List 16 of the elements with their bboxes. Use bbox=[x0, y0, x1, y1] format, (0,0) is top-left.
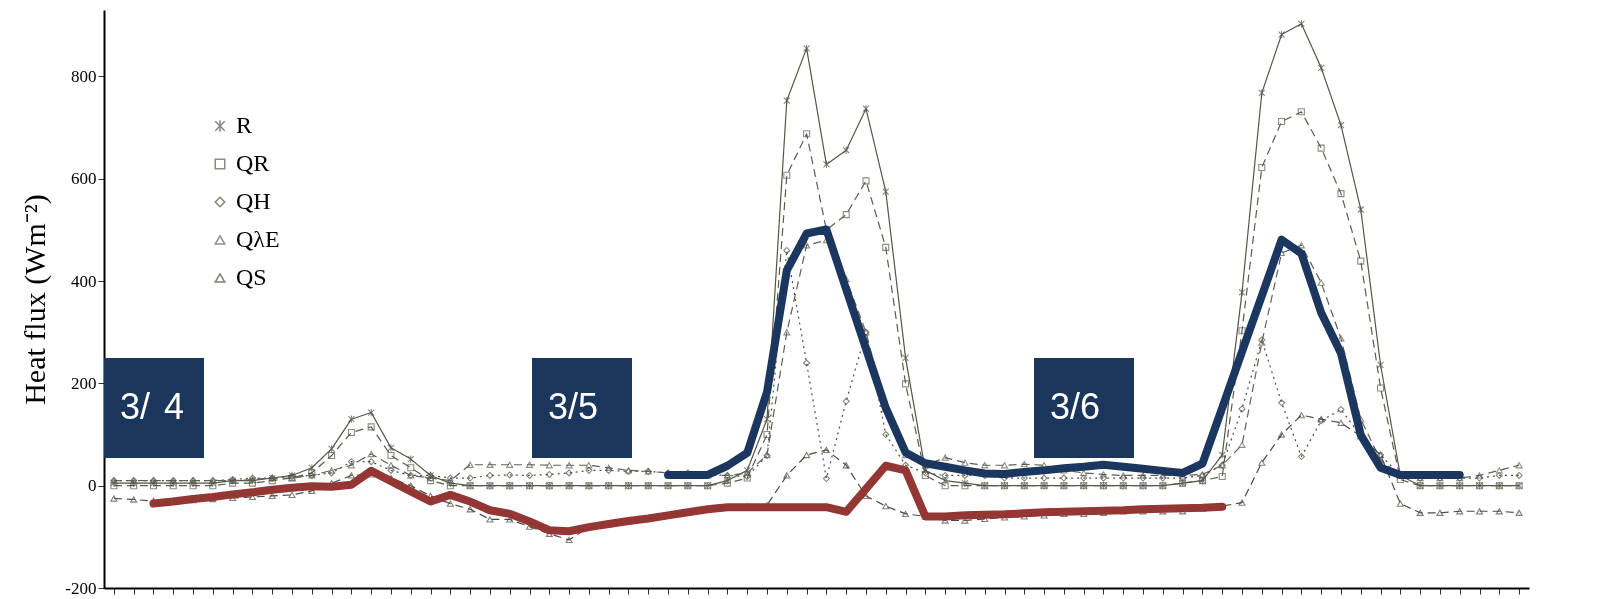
y-tick-label: 600 bbox=[71, 169, 97, 189]
legend-label: R bbox=[236, 112, 253, 138]
annotation: 3/5 bbox=[548, 386, 599, 427]
legend-label: QS bbox=[236, 264, 267, 290]
y-tick-label: 0 bbox=[88, 476, 97, 496]
legend-label: QλE bbox=[236, 226, 280, 252]
y-tick-label: 800 bbox=[71, 67, 97, 86]
y-tick-label: 400 bbox=[71, 271, 97, 291]
annotation: 3/ bbox=[120, 386, 151, 427]
annotation: 4 bbox=[164, 386, 185, 427]
legend-label: QR bbox=[236, 150, 270, 176]
y-tick-label: 200 bbox=[71, 373, 97, 393]
y-axis-title: Heat flux (Wm⁻²) bbox=[18, 194, 53, 405]
y-tick-label: -200 bbox=[65, 578, 97, 598]
annotation: 3/6 bbox=[1050, 386, 1101, 427]
legend-label: QH bbox=[236, 188, 271, 214]
